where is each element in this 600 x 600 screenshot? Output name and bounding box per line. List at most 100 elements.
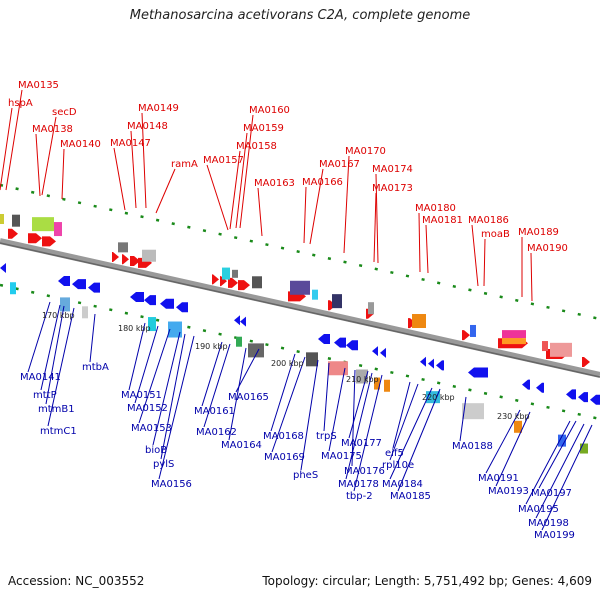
gene-arrow-forward (220, 276, 227, 287)
leader-line (27, 301, 51, 373)
gene-label-bottom: MA0161 (194, 406, 235, 417)
gene-domain-box (470, 324, 476, 337)
gene-domain-box (12, 214, 20, 227)
gene-label-bottom: trpS (316, 431, 337, 442)
gene-label-bottom: mtbA (82, 362, 109, 373)
gene-label-bottom: MA0185 (390, 491, 431, 502)
gene-domain-box (580, 443, 588, 454)
gene-label-top: MA0140 (60, 139, 101, 150)
gene-domain-box (502, 330, 526, 339)
axis-tick-label: 210 kbp (346, 375, 379, 384)
leader-line (328, 367, 346, 452)
gene-label-bottom: tbp-2 (346, 491, 373, 502)
gene-arrow-reverse (566, 389, 576, 400)
gene-label-top: MA0181 (422, 215, 463, 226)
leader-line (0, 107, 13, 191)
gene-domain-box (332, 294, 342, 309)
leader-line (303, 186, 307, 244)
gene-label-top: MA0149 (138, 103, 179, 114)
gene-label-bottom: MA0175 (321, 451, 362, 462)
gene-domain-box (82, 306, 88, 319)
leader-line (495, 411, 531, 487)
gene-label-bottom: MA0184 (382, 479, 423, 490)
leader-line (300, 359, 319, 471)
gene-label-bottom: eif5 (385, 448, 404, 459)
gene-arrow-reverse (234, 315, 240, 326)
gene-arrow-forward (582, 356, 590, 367)
gene-label-top: hspA (8, 98, 33, 109)
gene-label-bottom: MA0152 (127, 403, 168, 414)
gene-arrow-forward (212, 274, 219, 285)
leader-line (483, 238, 486, 287)
leader-line (541, 424, 593, 531)
gene-arrow-forward (112, 252, 119, 263)
gene-label-top: MA0189 (518, 227, 559, 238)
gene-label-top: MA0160 (249, 105, 290, 116)
gene-label-bottom: mtmB1 (38, 404, 75, 415)
gene-arrow-forward (238, 280, 250, 291)
gene-arrow-reverse (176, 302, 188, 313)
gene-label-bottom: MA0165 (228, 392, 269, 403)
gene-arrow-reverse (72, 279, 86, 290)
gene-label-bottom: MA0195 (518, 504, 559, 515)
gene-label-top: MA0157 (203, 155, 244, 166)
leader-line (239, 114, 254, 229)
gene-domain-box (10, 282, 16, 295)
accession-label: Accession: NC_003552 (8, 574, 145, 588)
leader-line (418, 212, 421, 273)
gene-features (0, 214, 600, 454)
leader-line (152, 331, 181, 446)
leader-line (35, 133, 41, 197)
leader-line (530, 252, 533, 302)
gene-domain-box (142, 249, 156, 262)
leader-line (323, 362, 330, 432)
axis-tick-label: 200 kbp (271, 359, 304, 368)
gene-domain-box (222, 267, 230, 280)
gene-label-top: ramA (171, 159, 198, 170)
leader-line (270, 353, 296, 432)
gene-domain-box (514, 420, 522, 433)
gene-arrow-reverse (346, 340, 358, 351)
gene-labels: MA0135 hspA secD MA0138 MA0140 MA0149 MA0148 MA… (8, 80, 575, 541)
gene-arrow-reverse (130, 292, 144, 303)
gene-arrow-reverse (240, 316, 246, 327)
gene-domain-box (542, 341, 548, 352)
leader-line (389, 383, 419, 461)
gene-label-bottom: MA0177 (341, 438, 382, 449)
top-track-border (0, 183, 600, 321)
gene-label-top: MA0190 (527, 243, 568, 254)
gene-domain-box (236, 336, 242, 347)
gene-domain-box (148, 317, 156, 332)
leader-line (353, 374, 383, 492)
gene-label-top: MA0170 (345, 146, 386, 157)
gene-domain-box (232, 269, 238, 278)
gene-arrow-reverse (536, 382, 544, 393)
gene-arrow-reverse (160, 298, 174, 309)
gene-label-bottom: MA0168 (263, 431, 304, 442)
leader-line (348, 370, 369, 439)
gene-arrow-reverse (468, 367, 488, 378)
gene-domain-box (290, 280, 310, 295)
gene-arrow-reverse (0, 263, 6, 273)
gene-label-bottom: MA0162 (196, 427, 237, 438)
leader-line (89, 313, 96, 363)
bottom-track-border (0, 283, 600, 421)
leader-line (206, 164, 229, 231)
gene-label-top: MA0158 (236, 141, 277, 152)
gene-domain-box (32, 217, 54, 232)
gene-label-top: MA0173 (372, 183, 413, 194)
axis-tick-label: 190 kbp (195, 342, 228, 351)
gene-domain-box (118, 242, 128, 253)
gene-label-bottom: MA0193 (488, 486, 529, 497)
gene-domain-box (558, 434, 566, 447)
leader-line (471, 224, 479, 287)
leader-line (138, 328, 171, 424)
gene-label-bottom: MA0178 (338, 479, 379, 490)
gene-arrow-forward (42, 236, 56, 247)
gene-arrow-reverse (428, 358, 434, 369)
gene-domain-box (252, 276, 262, 289)
gene-arrow-reverse (380, 347, 386, 358)
leader-line (228, 347, 247, 441)
gene-arrow-forward (130, 256, 140, 267)
gene-label-bottom: MA0169 (264, 452, 305, 463)
